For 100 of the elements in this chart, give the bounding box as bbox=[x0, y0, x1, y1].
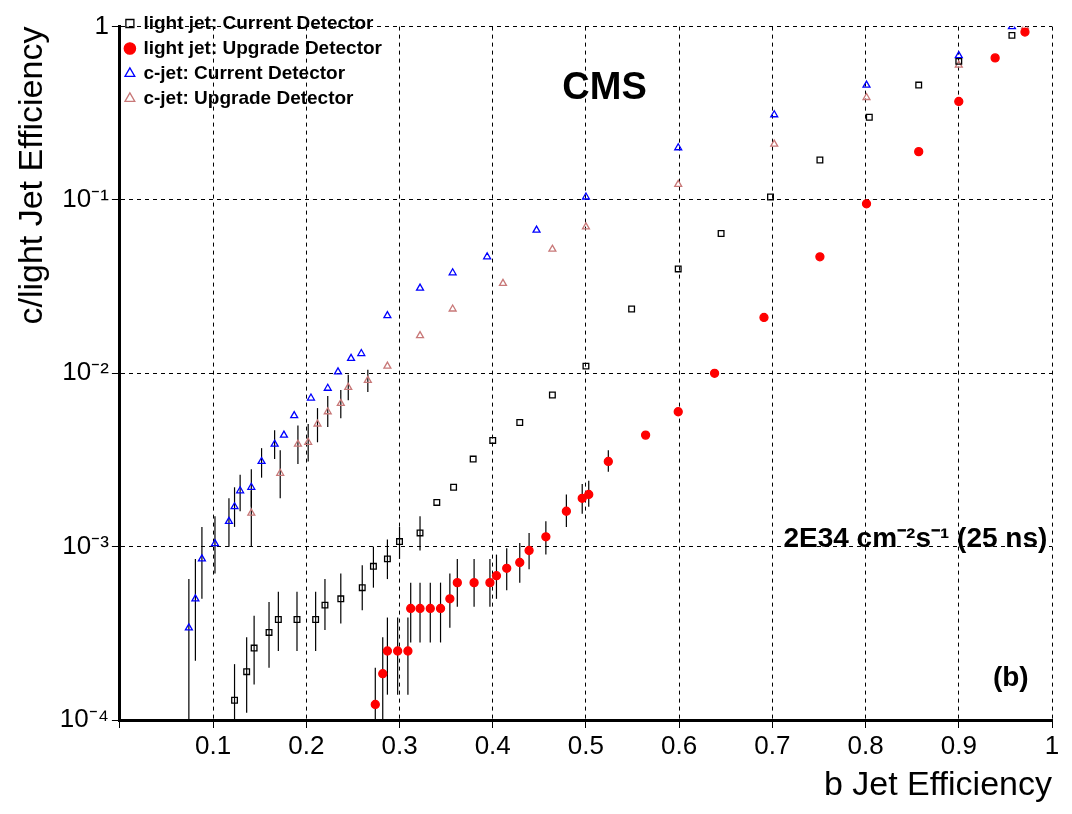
x-tick-label: 0.3 bbox=[381, 729, 418, 760]
point bbox=[369, 562, 377, 570]
point bbox=[231, 696, 239, 704]
point bbox=[403, 646, 413, 656]
point bbox=[247, 482, 256, 490]
point bbox=[250, 644, 258, 652]
point bbox=[191, 594, 200, 602]
point bbox=[816, 156, 824, 164]
x-tick-label: 0.1 bbox=[195, 729, 232, 760]
point bbox=[489, 436, 497, 444]
point bbox=[236, 486, 245, 494]
point bbox=[396, 538, 403, 546]
point bbox=[548, 391, 556, 399]
point bbox=[306, 393, 316, 401]
point bbox=[603, 456, 613, 467]
point bbox=[416, 529, 424, 537]
point bbox=[861, 199, 872, 209]
legend-label: c-jet: Current Detector bbox=[143, 61, 346, 83]
point bbox=[346, 353, 356, 361]
point bbox=[382, 646, 393, 656]
point bbox=[862, 92, 871, 101]
point bbox=[230, 502, 239, 510]
point bbox=[541, 532, 551, 542]
point bbox=[491, 571, 502, 581]
point bbox=[337, 595, 345, 603]
point bbox=[293, 439, 303, 447]
point bbox=[279, 430, 289, 438]
point bbox=[717, 230, 725, 238]
y-axis-title: c/light Jet Efficiency bbox=[10, 26, 49, 325]
legend-label: light jet: Upgrade Detector bbox=[143, 36, 383, 58]
annotation: 2E34 cm⁻²s⁻¹ (25 ns) bbox=[783, 522, 1048, 554]
point bbox=[673, 407, 683, 417]
point bbox=[293, 616, 301, 623]
point bbox=[990, 53, 1000, 63]
point bbox=[274, 616, 282, 623]
point bbox=[448, 304, 457, 312]
y-tick-label: 1 bbox=[94, 9, 109, 40]
point bbox=[469, 455, 477, 463]
point bbox=[265, 628, 273, 636]
point bbox=[759, 312, 769, 323]
point bbox=[184, 623, 193, 631]
point bbox=[357, 348, 366, 357]
point bbox=[674, 265, 682, 273]
point bbox=[914, 146, 924, 157]
point bbox=[954, 96, 964, 107]
point bbox=[393, 646, 403, 656]
point bbox=[290, 410, 299, 419]
point bbox=[770, 110, 779, 118]
point bbox=[323, 407, 332, 415]
point bbox=[515, 557, 525, 568]
point bbox=[378, 669, 388, 679]
point bbox=[415, 330, 425, 339]
point bbox=[770, 139, 779, 147]
x-tick-label: 0.7 bbox=[754, 729, 791, 760]
point bbox=[915, 81, 923, 89]
y-tick-label: 10⁻⁴ bbox=[59, 703, 109, 734]
point bbox=[323, 383, 332, 391]
point bbox=[498, 278, 508, 287]
point bbox=[954, 50, 963, 59]
point bbox=[276, 468, 285, 476]
point bbox=[524, 545, 534, 556]
point bbox=[502, 563, 512, 573]
point bbox=[210, 539, 220, 547]
y-tick-label: 10⁻³ bbox=[62, 529, 110, 560]
point bbox=[312, 616, 320, 623]
point bbox=[197, 554, 207, 562]
point bbox=[270, 439, 279, 447]
point bbox=[257, 456, 266, 465]
point bbox=[383, 361, 392, 369]
point bbox=[815, 252, 825, 262]
point bbox=[767, 193, 774, 201]
point bbox=[548, 244, 557, 252]
point bbox=[425, 603, 435, 614]
legend-label: c-jet: Upgrade Detector bbox=[143, 86, 355, 108]
point bbox=[469, 577, 479, 588]
point bbox=[640, 430, 651, 440]
point bbox=[243, 668, 251, 676]
x-tick-label: 0.9 bbox=[940, 729, 977, 760]
point bbox=[247, 508, 256, 516]
point bbox=[584, 489, 594, 500]
point bbox=[581, 222, 591, 230]
point bbox=[383, 311, 392, 319]
x-tick-label: 0.8 bbox=[847, 729, 884, 760]
point bbox=[370, 699, 380, 710]
x-tick-label: 0.5 bbox=[567, 729, 605, 760]
point bbox=[561, 506, 572, 516]
annotation: CMS bbox=[562, 65, 647, 108]
point bbox=[709, 368, 720, 378]
point bbox=[358, 584, 366, 592]
point bbox=[448, 268, 457, 276]
y-tick-label: 10⁻¹ bbox=[62, 183, 110, 214]
point bbox=[383, 555, 391, 563]
point bbox=[433, 498, 441, 506]
x-axis-title: b Jet Efficiency bbox=[823, 763, 1052, 802]
x-tick-label: 0.2 bbox=[288, 729, 325, 760]
point bbox=[865, 113, 873, 121]
point bbox=[445, 594, 455, 604]
point bbox=[224, 516, 234, 524]
point bbox=[304, 437, 313, 445]
point bbox=[313, 419, 322, 427]
